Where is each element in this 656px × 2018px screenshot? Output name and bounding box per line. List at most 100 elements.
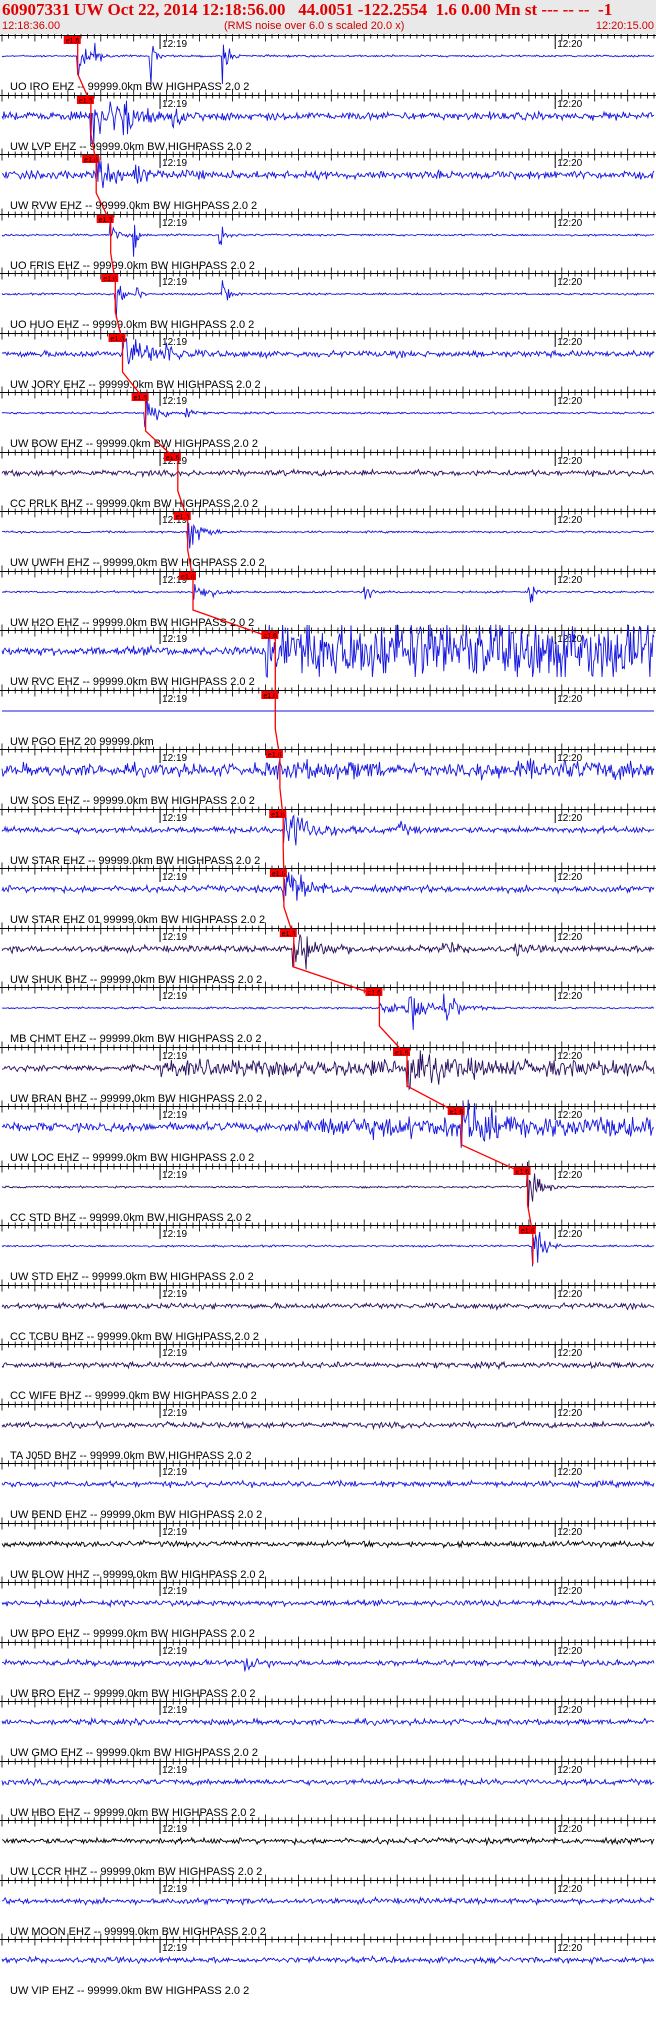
pick-label: e1.6	[521, 1228, 535, 1235]
minute-mark-label: 12:20	[557, 99, 582, 110]
pick-box	[261, 691, 279, 699]
pick-label: e1.6	[103, 276, 117, 283]
minute-mark-label: 12:20	[557, 1110, 582, 1121]
waveform-trace	[1, 156, 655, 189]
timeline-ticks	[1, 1576, 655, 1589]
pick-label: e1.6	[99, 217, 113, 224]
station-label: UW BRO EHZ -- 99999.0km BW HIGHPASS 2.0 …	[10, 1688, 256, 1700]
minute-mark-label: 12:19	[162, 813, 187, 824]
event-title: 60907331 UW Oct 22, 2014 12:18:56.00 44.…	[2, 0, 613, 19]
minute-mark-label: 12:19	[162, 1884, 187, 1895]
station-label: UW UWFH EHZ -- 99999.0km BW HIGHPASS 2.0…	[10, 557, 265, 569]
pick-box	[279, 929, 297, 937]
header-bar: 60907331 UW Oct 22, 2014 12:18:56.00 44.…	[0, 0, 656, 34]
minute-mark-label: 12:19	[162, 1051, 187, 1062]
waveform-trace	[2, 1657, 655, 1672]
timeline-ticks	[1, 1874, 655, 1887]
timeline-ticks	[1, 267, 655, 280]
minute-mark-label: 12:20	[557, 1051, 582, 1062]
minute-mark-label: 12:19	[162, 1348, 187, 1359]
waveform-trace	[1, 934, 655, 970]
waveform-trace	[1, 624, 655, 678]
minute-mark-label: 12:19	[162, 872, 187, 883]
minute-mark-label: 12:20	[557, 1408, 582, 1419]
station-label: UW BPO EHZ -- 99999.0km BW HIGHPASS 2.0 …	[10, 1628, 255, 1640]
minute-mark-label: 12:19	[162, 634, 187, 645]
minute-mark-label: 12:19	[162, 753, 187, 764]
minute-mark-label: 12:20	[557, 575, 582, 586]
station-label: UW GMO EHZ -- 99999.0km BW HIGHPASS 2.0 …	[10, 1747, 258, 1759]
pick-label: e1.6	[263, 633, 277, 640]
pick-label: e1.6	[111, 336, 125, 343]
timeline-ticks	[1, 1933, 655, 1946]
waveform-trace	[1, 1301, 655, 1311]
waveform-trace	[1, 1539, 655, 1549]
end-time: 12:20:15.00	[595, 20, 654, 32]
timeline-ticks	[1, 1695, 655, 1708]
minute-mark-label: 12:20	[557, 932, 582, 943]
waveform-trace	[2, 522, 655, 549]
pick-label: e1.6	[367, 990, 381, 997]
minute-mark-label: 12:19	[162, 158, 187, 169]
pick-box	[163, 453, 181, 461]
waveform-trace	[1, 1231, 655, 1267]
waveform-trace	[1, 220, 655, 257]
timeline-ticks	[1, 1517, 655, 1530]
pick-box	[365, 988, 383, 996]
waveform-trace	[1, 872, 655, 902]
minute-mark-label: 12:19	[162, 337, 187, 348]
pick-box	[82, 155, 100, 163]
station-label: UW RVW EHZ -- 99999.0km BW HIGHPASS 2.0 …	[10, 200, 257, 212]
pick-box	[96, 215, 114, 223]
waveform-trace	[1, 993, 655, 1030]
station-label: UW STD EHZ -- 99999.0km BW HIGHPASS 2.0 …	[10, 1271, 254, 1283]
minute-mark-label: 12:20	[557, 1765, 582, 1776]
pick-box	[393, 1048, 411, 1056]
minute-mark-label: 12:19	[162, 99, 187, 110]
station-label: UW JORY EHZ -- 99999.0km BW HIGHPASS 2.0…	[10, 379, 261, 391]
pick-box	[178, 572, 196, 580]
rms-note: (RMS noise over 6.0 s scaled 20.0 x)	[224, 20, 405, 32]
timeline-ticks	[1, 1814, 655, 1827]
minute-mark-label: 12:20	[557, 1884, 582, 1895]
pick-box	[131, 393, 149, 401]
waveform-trace	[1, 1836, 655, 1847]
pick-box	[518, 1226, 536, 1234]
waveform-trace	[1, 1597, 655, 1608]
station-label: UO IRO EHZ -- 99999.0km BW HIGHPASS 2.0 …	[10, 81, 249, 93]
pick-label: e1.6	[79, 98, 93, 105]
minute-mark-label: 12:20	[557, 1348, 582, 1359]
minute-mark-label: 12:19	[162, 932, 187, 943]
station-label: MB CHMT EHZ -- 99999.0km BW HIGHPASS 2.0…	[10, 1033, 261, 1045]
minute-mark-label: 12:19	[162, 1705, 187, 1716]
pick-label: e1.6	[395, 1050, 409, 1057]
minute-mark-label: 12:19	[162, 1527, 187, 1538]
pick-box	[261, 631, 279, 639]
station-label: UW PGO EHZ 20 99999.0km	[10, 736, 154, 748]
station-label: CC PRLK BHZ -- 99999.0km BW HIGHPASS 2.0…	[10, 498, 258, 510]
minute-mark-label: 12:20	[557, 1527, 582, 1538]
timeline-ticks	[1, 1338, 655, 1351]
station-label: CC STD BHZ -- 99999.0km BW HIGHPASS 2.0 …	[10, 1212, 251, 1224]
minute-mark-label: 12:20	[557, 1289, 582, 1300]
minute-mark-label: 12:19	[162, 277, 187, 288]
minute-mark-label: 12:20	[557, 456, 582, 467]
waveform-trace	[1, 280, 655, 319]
station-label: UW LOC EHZ -- 99999.0km BW HIGHPASS 2.0 …	[10, 1152, 254, 1164]
timeline-ticks	[1, 208, 655, 221]
station-label: UW BLOW HHZ -- 99999.0km BW HIGHPASS 2.0…	[10, 1569, 265, 1581]
pick-label: e1.6	[66, 38, 80, 45]
minute-mark-label: 12:19	[162, 1289, 187, 1300]
waveform-trace	[1, 1050, 655, 1091]
station-label: UW BOW EHZ -- 99999.0km BW HIGHPASS 2.0 …	[10, 438, 258, 450]
timeline-ticks	[1, 1041, 655, 1054]
waveform-trace	[1, 100, 655, 145]
station-label: UW VIP EHZ -- 99999.0km BW HIGHPASS 2.0 …	[10, 1985, 249, 1997]
pick-box	[108, 334, 126, 342]
minute-mark-label: 12:19	[162, 1408, 187, 1419]
waveform-trace	[1, 468, 655, 479]
station-label: UW BEND EHZ -- 99999.0km BW HIGHPASS 2.0…	[10, 1509, 262, 1521]
timeline-ticks	[1, 446, 655, 459]
minute-mark-label: 12:20	[557, 1824, 582, 1835]
pick-moveout-line	[77, 44, 534, 1264]
